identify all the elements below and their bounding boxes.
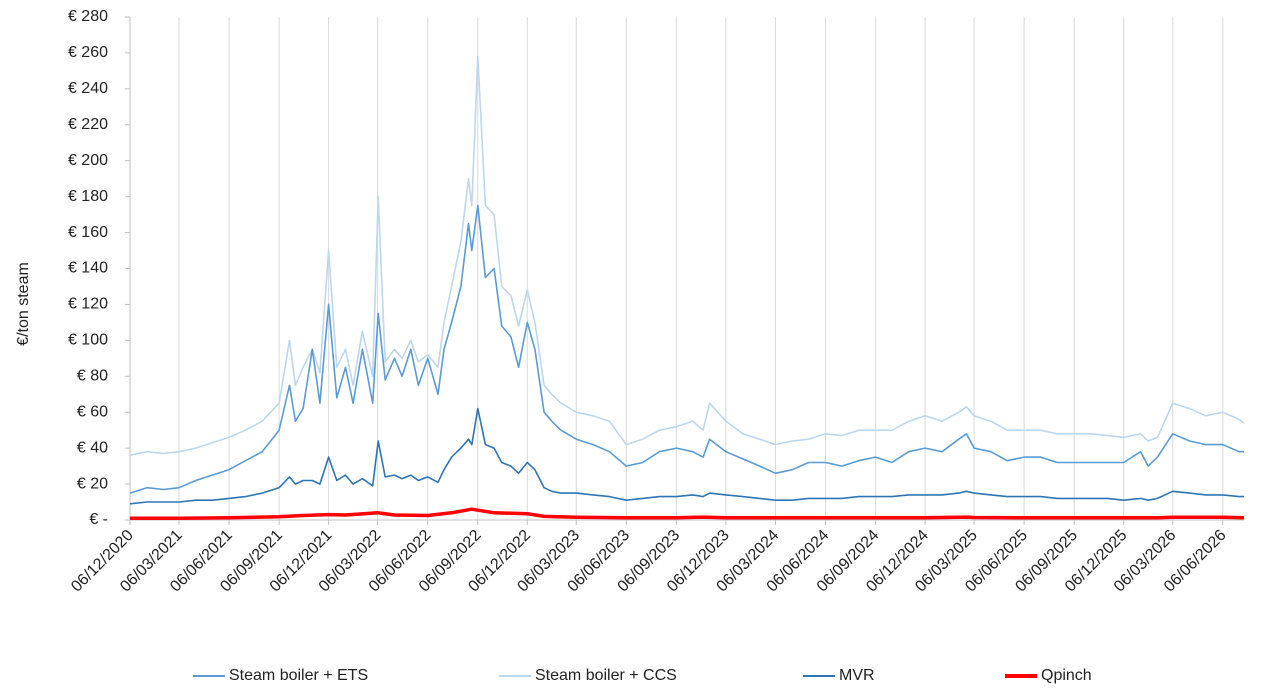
y-tick-label-9: € 180	[68, 188, 108, 205]
y-tick-label-8: € 160	[68, 224, 108, 241]
x-axis: 06/12/202006/03/202106/06/202106/09/2021…	[68, 519, 1244, 595]
y-tick-label-13: € 260	[68, 44, 108, 61]
y-tick-label-5: € 100	[68, 332, 108, 349]
legend-label-0: Steam boiler + ETS	[229, 667, 368, 684]
y-tick-label-0: € -	[89, 511, 108, 528]
legend: Steam boiler + ETS Steam boiler + CCS MVR Q…	[193, 667, 1092, 684]
y-tick-label-12: € 240	[68, 80, 108, 97]
y-tick-label-4: € 80	[77, 368, 108, 385]
y-axis: € - € 20 € 40 € 60 € 80 € 100 € 120 € 140 € 160 €…	[68, 8, 131, 528]
y-tick-label-2: € 40	[77, 439, 108, 456]
y-tick-label-10: € 200	[68, 152, 108, 169]
series-line-0	[129, 204, 1244, 494]
y-tick-label-14: € 280	[68, 8, 108, 25]
series-line-3	[130, 507, 1245, 520]
y-axis-label: €/ton steam	[15, 262, 32, 346]
legend-label-1: Steam boiler + CCS	[535, 667, 677, 684]
y-tick-label-3: € 60	[77, 403, 108, 420]
y-tick-label-11: € 220	[68, 116, 108, 133]
y-tick-label-1: € 20	[77, 475, 108, 492]
series-line-1	[129, 55, 1245, 457]
series-lines	[129, 55, 1245, 520]
y-tick-label-7: € 140	[68, 260, 108, 277]
series-line-2	[129, 407, 1244, 505]
vertical-gridlines	[129, 17, 1224, 520]
legend-label-2: MVR	[839, 667, 875, 684]
y-tick-label-6: € 120	[68, 296, 108, 313]
legend-label-3: Qpinch	[1041, 667, 1092, 684]
